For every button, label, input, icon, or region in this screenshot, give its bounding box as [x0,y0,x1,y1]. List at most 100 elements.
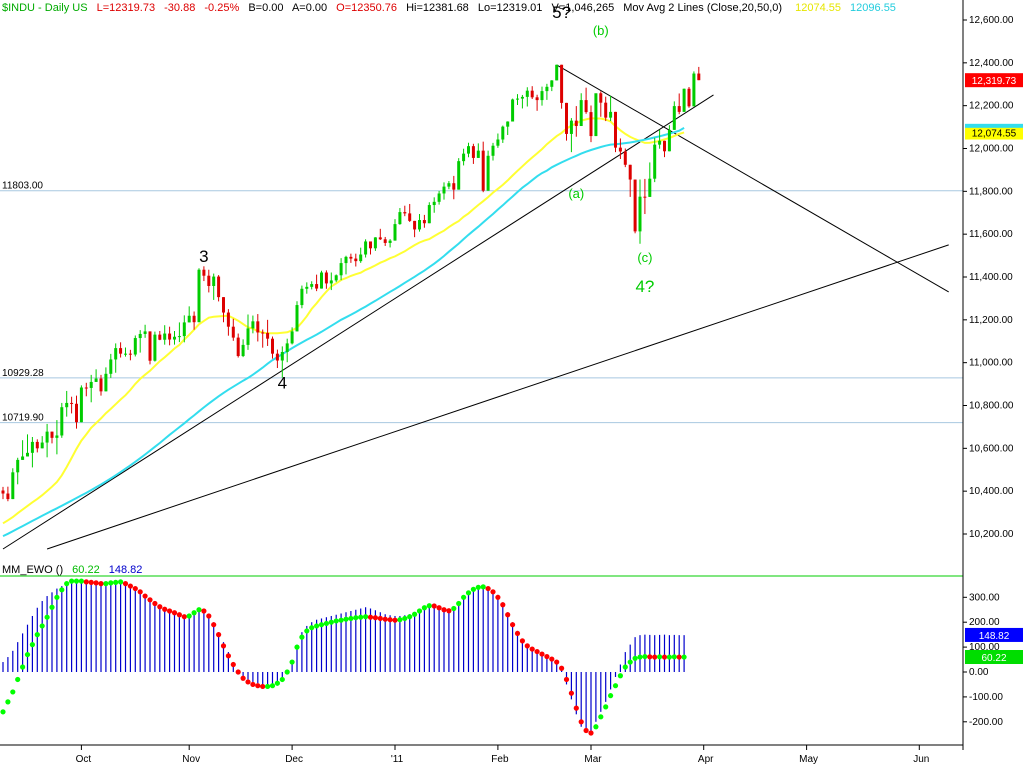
candle-body [550,80,554,87]
candle-78 [383,236,387,246]
candle-120 [589,105,593,143]
ewo-signal-dot-103 [505,612,511,618]
candle-body [21,456,25,460]
candle-126 [618,138,622,159]
ewo-signal-dot-136 [666,654,673,660]
ewo-signal-dot-79 [387,617,393,623]
ewo-signal-dot-90 [441,607,447,613]
candle-96 [471,143,475,164]
candle-52 [256,314,260,342]
trendline-0[interactable] [2,94,714,550]
ewo-signal-dot-76 [372,615,378,621]
candle-34 [168,326,172,346]
candle-body [418,220,421,230]
trendline-2[interactable] [556,64,949,293]
candle-body [604,102,608,118]
ewo-signal-dot-63 [309,625,315,631]
candle-41 [202,266,206,282]
candle-30 [148,331,152,365]
ewo-axis[interactable]: 300.00 200.00 100.00 0.00 -100.00 -200.00 [963,592,1003,728]
ewo-signal-dot-87 [426,603,432,609]
ewo-signal-dot-67 [328,619,334,625]
candle-10 [50,431,54,444]
ewo-signal-dot-7 [34,632,40,638]
header-last: L=12319.73 [97,2,155,14]
ewo-signal-dot-101 [495,594,501,600]
ewo-signal-dot-57 [279,676,285,683]
candle-116 [569,118,573,153]
candle-body [447,183,451,187]
ewo-signal-dot-14 [69,578,75,584]
ewo-signal-dot-18 [88,579,94,585]
candle-90 [442,182,446,200]
candle-50 [246,314,250,350]
ewo-signal-dot-41 [201,608,207,614]
candle-47 [231,318,235,341]
price-tick-label-8: 11,000.00 [969,358,1013,369]
ewo-signal-dot-10 [49,604,55,610]
candle-27 [133,335,137,357]
ewo-signal-dot-31 [152,600,158,607]
ewo-signal-dot-32 [157,604,163,610]
candle-122 [599,91,603,117]
candle-body [168,333,172,340]
candle-92 [452,175,456,200]
candle-body [16,459,20,473]
candle-body [442,186,446,194]
candle-48 [236,333,240,358]
candle-39 [192,311,196,330]
ewo-signal-dot-105 [514,630,521,637]
candle-114 [560,64,564,109]
ewo-signal-value: 60.22 [72,564,100,576]
ewo-signal-dot-85 [416,608,423,614]
ewo-signal-dot-16 [78,578,84,584]
ewo-signal-dot-81 [397,617,403,623]
ewo-tick-label-2: 100.00 [969,642,1000,653]
ewo-signal-dot-96 [470,586,476,592]
candle-body [40,442,44,449]
candle-body [663,140,666,152]
ewo-signal-dot-130 [637,654,643,660]
ewo-signal-dot-4 [20,664,26,670]
candle-body [594,93,598,137]
candle-44 [217,275,221,302]
ewo-signal-dot-135 [661,654,668,660]
candle-body [84,387,88,389]
candle-body [491,145,495,156]
hline-label-2: 10719.90 [2,413,44,424]
candle-body [506,121,510,127]
ewo-signal-dot-122 [598,714,604,720]
ewo-signal-dot-64 [314,623,320,629]
candle-14 [70,396,74,414]
candle-25 [124,347,127,357]
candle-65 [320,270,323,289]
candle-body [618,147,622,152]
candle-70 [344,255,348,275]
candle-142 [697,66,701,81]
candle-body [589,112,593,137]
candle-18 [89,374,93,403]
ewo-signal-box-text: 60.22 [981,653,1006,664]
time-axis[interactable]: Oct Nov Dec '11 Feb Mar Apr May Jun [76,745,930,765]
ewo-signal-dot-126 [617,673,624,679]
ewo-signal-dot-78 [382,616,388,622]
ewo-signal-dot-49 [240,675,246,681]
candle-body [75,403,78,423]
candle-46 [226,309,230,336]
trendlines[interactable] [2,64,949,550]
candle-93 [457,158,461,190]
month-label-0: Oct [76,754,92,765]
candle-body [339,263,343,276]
candle-16 [79,385,83,423]
candle-body [177,336,181,338]
header-ma20-value: 12074.55 [795,2,841,14]
price-axis[interactable]: 12,600.00 12,400.00 12,200.00 12,000.00 11,8… [963,15,1014,540]
ewo-signal-dot-72 [353,615,359,621]
candle-28 [138,330,142,353]
candle-80 [393,219,397,241]
ewo-signal-dot-68 [333,618,339,624]
ewo-signal-dot-134 [657,654,663,660]
trendline-1[interactable] [46,244,949,550]
